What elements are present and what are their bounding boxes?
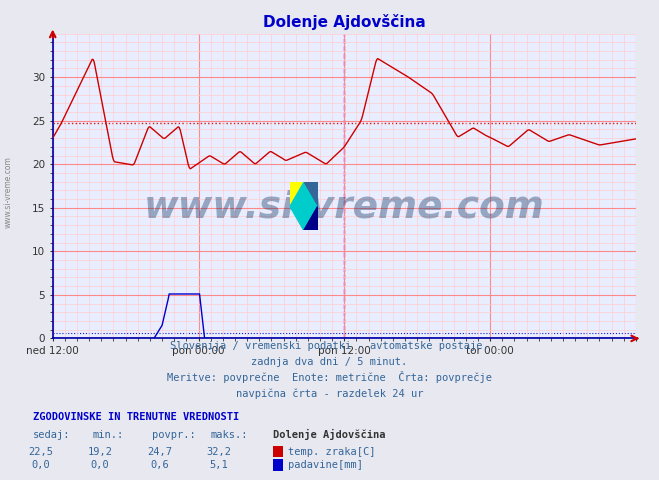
- Text: padavine[mm]: padavine[mm]: [288, 460, 363, 470]
- Text: 5,1: 5,1: [210, 460, 228, 470]
- Text: 32,2: 32,2: [206, 446, 231, 456]
- Text: navpična črta - razdelek 24 ur: navpična črta - razdelek 24 ur: [236, 388, 423, 399]
- Text: Dolenje Ajdovščina: Dolenje Ajdovščina: [273, 429, 386, 440]
- Text: www.si-vreme.com: www.si-vreme.com: [3, 156, 13, 228]
- Polygon shape: [290, 182, 304, 206]
- Text: www.si-vreme.com: www.si-vreme.com: [144, 189, 545, 225]
- Polygon shape: [304, 182, 318, 206]
- Text: povpr.:: povpr.:: [152, 430, 195, 440]
- Title: Dolenje Ajdovščina: Dolenje Ajdovščina: [263, 13, 426, 30]
- Text: 22,5: 22,5: [28, 446, 53, 456]
- Text: min.:: min.:: [92, 430, 123, 440]
- Polygon shape: [304, 206, 318, 230]
- Text: maks.:: maks.:: [211, 430, 248, 440]
- Text: sedaj:: sedaj:: [33, 430, 71, 440]
- Polygon shape: [290, 182, 318, 230]
- Text: Meritve: povprečne  Enote: metrične  Črta: povprečje: Meritve: povprečne Enote: metrične Črta:…: [167, 371, 492, 383]
- Text: 0,0: 0,0: [32, 460, 50, 470]
- Text: 0,0: 0,0: [91, 460, 109, 470]
- Text: 24,7: 24,7: [147, 446, 172, 456]
- Text: Slovenija / vremenski podatki - avtomatske postaje.: Slovenija / vremenski podatki - avtomats…: [170, 341, 489, 351]
- Text: 0,6: 0,6: [150, 460, 169, 470]
- Text: ZGODOVINSKE IN TRENUTNE VREDNOSTI: ZGODOVINSKE IN TRENUTNE VREDNOSTI: [33, 412, 239, 422]
- Text: zadnja dva dni / 5 minut.: zadnja dva dni / 5 minut.: [251, 357, 408, 367]
- Text: temp. zraka[C]: temp. zraka[C]: [288, 446, 376, 456]
- Text: 19,2: 19,2: [88, 446, 113, 456]
